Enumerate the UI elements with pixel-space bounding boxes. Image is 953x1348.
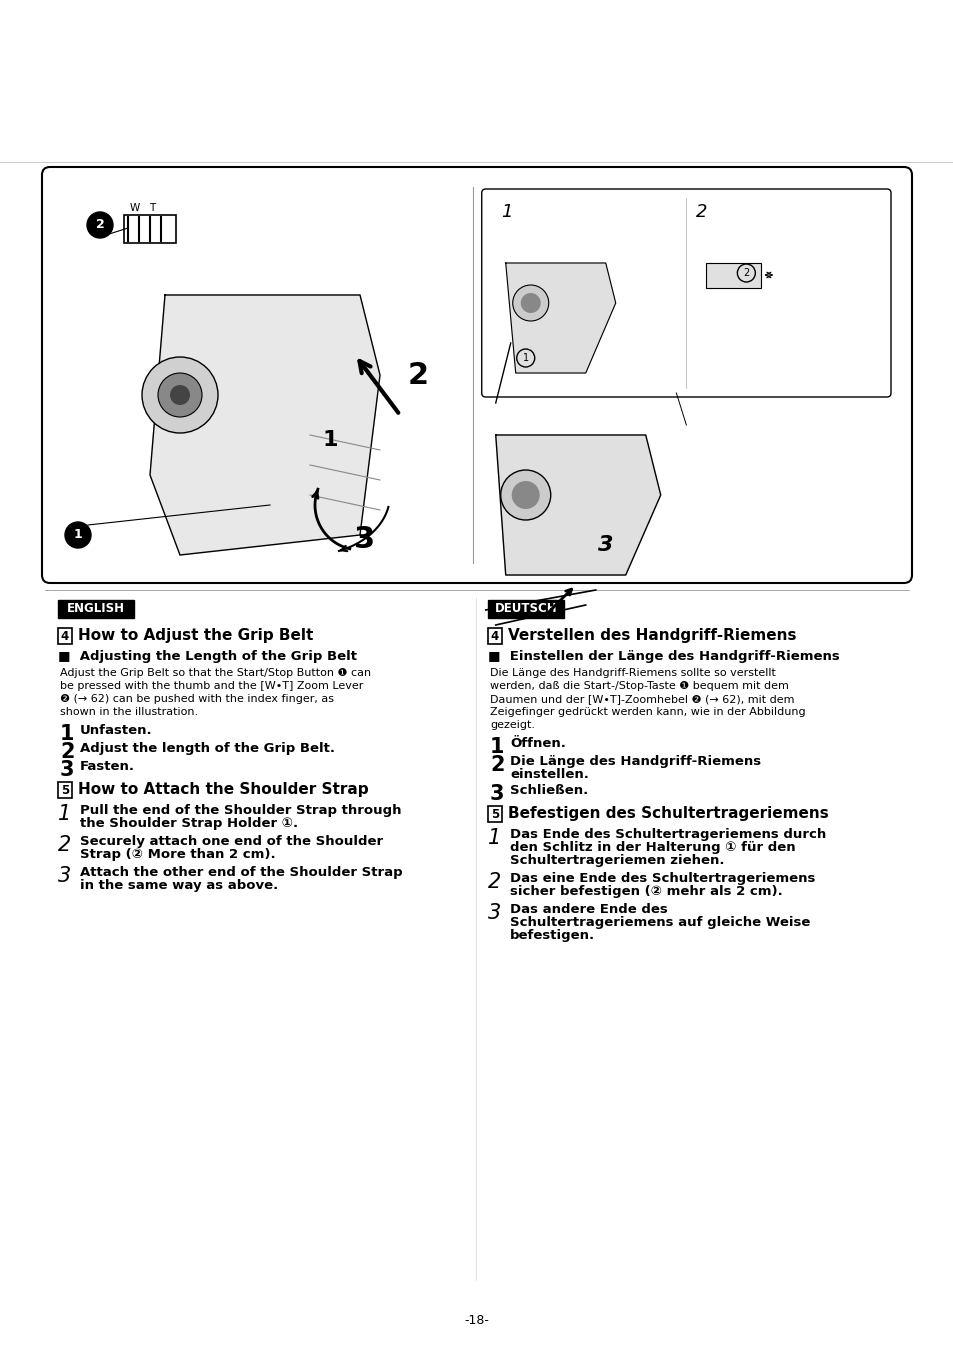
Circle shape: [520, 293, 540, 313]
Text: Securely attach one end of the Shoulder: Securely attach one end of the Shoulder: [80, 834, 383, 848]
Bar: [705, 263, 760, 288]
Text: 2: 2: [742, 268, 749, 278]
Text: 3: 3: [355, 526, 375, 554]
Bar: [488, 806, 501, 822]
Text: 2: 2: [490, 755, 504, 775]
Text: 3: 3: [488, 903, 500, 923]
Text: Verstellen des Handgriff-Riemens: Verstellen des Handgriff-Riemens: [507, 628, 796, 643]
Text: How to Adjust the Grip Belt: How to Adjust the Grip Belt: [78, 628, 313, 643]
Text: Das Ende des Schultertrageriemens durch: Das Ende des Schultertrageriemens durch: [510, 828, 825, 841]
Text: ■  Adjusting the Length of the Grip Belt: ■ Adjusting the Length of the Grip Belt: [58, 650, 356, 663]
Text: 2: 2: [488, 872, 500, 892]
Text: 5: 5: [61, 783, 69, 797]
Text: How to Attach the Shoulder Strap: How to Attach the Shoulder Strap: [78, 782, 368, 797]
Text: Öffnen.: Öffnen.: [510, 737, 565, 749]
Text: Die Länge des Handgriff-Riemens sollte so verstellt: Die Länge des Handgriff-Riemens sollte s…: [490, 669, 775, 678]
Text: 2: 2: [408, 360, 429, 390]
Text: Schultertrageriemen ziehen.: Schultertrageriemen ziehen.: [510, 855, 723, 867]
Text: werden, daß die Start-/Stop-Taste ❶ bequem mit dem: werden, daß die Start-/Stop-Taste ❶ bequ…: [490, 681, 788, 692]
Text: 2: 2: [696, 204, 707, 221]
Text: in the same way as above.: in the same way as above.: [80, 879, 278, 892]
Text: 1: 1: [60, 724, 74, 744]
Circle shape: [142, 357, 218, 433]
Text: Zeigefinger gedrückt werden kann, wie in der Abbildung: Zeigefinger gedrückt werden kann, wie in…: [490, 706, 804, 717]
Text: sicher befestigen (② mehr als 2 cm).: sicher befestigen (② mehr als 2 cm).: [510, 886, 781, 898]
Text: 1: 1: [522, 353, 528, 363]
Text: 5: 5: [491, 807, 498, 821]
Text: 1: 1: [58, 803, 71, 824]
Bar: [488, 600, 563, 617]
Text: den Schlitz in der Halterung ① für den: den Schlitz in der Halterung ① für den: [510, 841, 795, 855]
Text: Das eine Ende des Schultertrageriemens: Das eine Ende des Schultertrageriemens: [510, 872, 815, 886]
Text: W   T: W T: [130, 204, 156, 213]
Polygon shape: [505, 263, 615, 373]
Text: Schultertrageriemens auf gleiche Weise: Schultertrageriemens auf gleiche Weise: [510, 917, 809, 929]
Circle shape: [511, 481, 539, 510]
Circle shape: [170, 386, 190, 404]
Bar: [58, 628, 71, 644]
Bar: [58, 600, 133, 617]
FancyBboxPatch shape: [481, 189, 890, 398]
Text: 1: 1: [500, 204, 512, 221]
Bar: [488, 628, 501, 644]
Bar: [58, 782, 71, 798]
Text: Unfasten.: Unfasten.: [80, 724, 152, 737]
Text: 1: 1: [322, 430, 337, 450]
Text: Strap (② More than 2 cm).: Strap (② More than 2 cm).: [80, 848, 275, 861]
Text: -18-: -18-: [464, 1313, 489, 1326]
Text: Adjust the length of the Grip Belt.: Adjust the length of the Grip Belt.: [80, 741, 335, 755]
Text: 1: 1: [490, 737, 504, 758]
Text: befestigen.: befestigen.: [510, 929, 595, 942]
Text: the Shoulder Strap Holder ①.: the Shoulder Strap Holder ①.: [80, 817, 297, 830]
Text: Das andere Ende des: Das andere Ende des: [510, 903, 667, 917]
Text: 1: 1: [488, 828, 500, 848]
Text: 3: 3: [60, 760, 74, 780]
Text: Daumen und der [W•T]-Zoomhebel ❷ (→ 62), mit dem: Daumen und der [W•T]-Zoomhebel ❷ (→ 62),…: [490, 694, 794, 704]
Polygon shape: [150, 295, 379, 555]
Circle shape: [65, 522, 91, 549]
Text: 2: 2: [95, 218, 104, 232]
Circle shape: [87, 212, 112, 239]
FancyBboxPatch shape: [42, 167, 911, 582]
Text: ■  Einstellen der Länge des Handgriff-Riemens: ■ Einstellen der Länge des Handgriff-Rie…: [488, 650, 839, 663]
Circle shape: [158, 373, 202, 417]
Polygon shape: [496, 435, 660, 576]
Text: gezeigt.: gezeigt.: [490, 720, 535, 731]
Text: shown in the illustration.: shown in the illustration.: [60, 706, 198, 717]
Text: Die Länge des Handgriff-Riemens: Die Länge des Handgriff-Riemens: [510, 755, 760, 768]
Text: 4: 4: [491, 630, 498, 643]
Text: 3: 3: [598, 535, 613, 555]
Text: einstellen.: einstellen.: [510, 768, 588, 780]
Text: Adjust the Grip Belt so that the Start/Stop Button ❶ can: Adjust the Grip Belt so that the Start/S…: [60, 669, 371, 678]
Text: 4: 4: [61, 630, 69, 643]
Text: Fasten.: Fasten.: [80, 760, 135, 772]
Text: be pressed with the thumb and the [W•T] Zoom Lever: be pressed with the thumb and the [W•T] …: [60, 681, 363, 692]
Text: 2: 2: [60, 741, 74, 762]
Text: Pull the end of the Shoulder Strap through: Pull the end of the Shoulder Strap throu…: [80, 803, 401, 817]
Text: Attach the other end of the Shoulder Strap: Attach the other end of the Shoulder Str…: [80, 865, 402, 879]
Text: 2: 2: [58, 834, 71, 855]
Text: 3: 3: [490, 785, 504, 803]
Text: 3: 3: [58, 865, 71, 886]
Text: DEUTSCH: DEUTSCH: [495, 603, 557, 616]
Circle shape: [512, 284, 548, 321]
Text: ENGLISH: ENGLISH: [67, 603, 125, 616]
Text: Befestigen des Schultertrageriemens: Befestigen des Schultertrageriemens: [507, 806, 828, 821]
Text: Schließen.: Schließen.: [510, 785, 588, 797]
Circle shape: [500, 470, 550, 520]
Text: ❷ (→ 62) can be pushed with the index finger, as: ❷ (→ 62) can be pushed with the index fi…: [60, 694, 334, 704]
Text: 1: 1: [73, 528, 82, 542]
Bar: [124, 214, 175, 243]
